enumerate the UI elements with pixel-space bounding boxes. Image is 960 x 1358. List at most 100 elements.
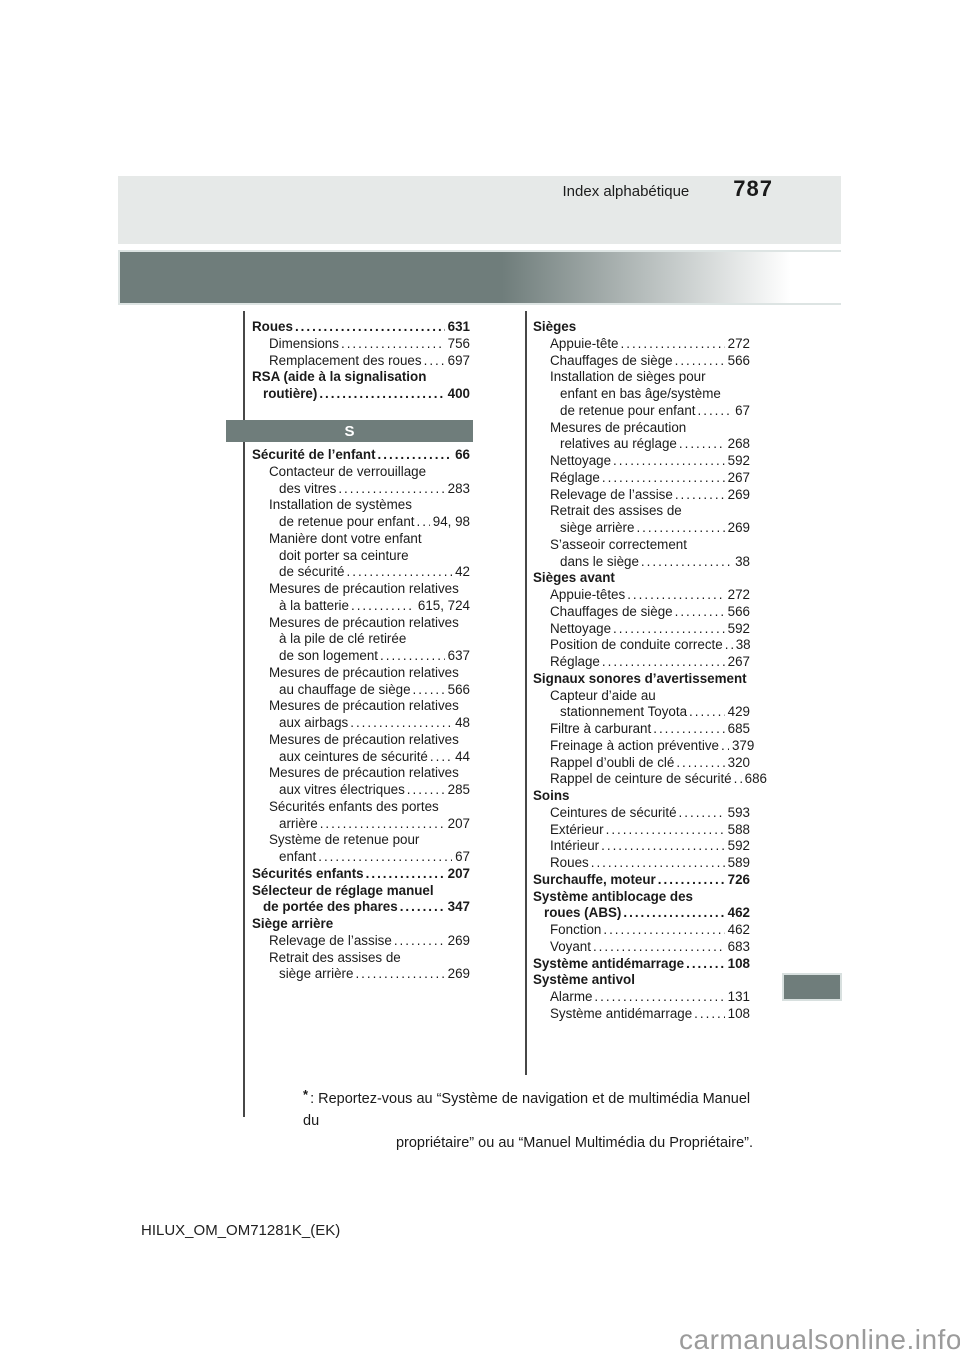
index-entry-label: Remplacement des roues — [269, 352, 422, 368]
index-entry-page: 631 — [447, 319, 470, 334]
index-row: Intérieur 592 — [533, 838, 750, 855]
section-gradient-bar — [118, 250, 841, 305]
index-entry-label: à la batterie — [279, 597, 349, 613]
index-row: Rappel de ceinture de sécurité 686 — [533, 771, 767, 788]
index-entry-label: Nettoyage — [550, 620, 612, 636]
index-entry-label: RSA (aide à la signalisation — [252, 369, 427, 385]
index-entry-label: Manière dont votre enfant — [269, 530, 422, 546]
section-letter: S — [344, 422, 355, 440]
index-entry-label: Appuie-têtes — [550, 587, 626, 602]
index-row: Retrait des assises de — [533, 503, 750, 520]
leader-dots — [636, 520, 724, 537]
index-entry-label: Système antidémarrage — [533, 955, 685, 971]
index-row: Contacteur de verrouillage — [252, 464, 470, 481]
index-entry-label: Position de conduite correcte — [550, 637, 723, 653]
index-entry-page: 637 — [447, 648, 470, 663]
index-entry-page: 462 — [727, 905, 750, 921]
leader-dots — [694, 1006, 724, 1023]
index-row: aux airbags 48 — [252, 715, 470, 732]
index-entry-page: 615, 724 — [417, 597, 470, 613]
index-entry-label: Chauffages de siège — [550, 352, 673, 368]
index-entry-label: enfant — [279, 849, 317, 864]
column-divider-rule — [525, 311, 527, 1075]
index-row: Système antidémarrage 108 — [533, 1006, 750, 1023]
index-entry-label: enfant en bas âge/système — [560, 386, 721, 401]
index-row: Dimensions 756 — [252, 336, 470, 353]
leader-dots — [347, 564, 453, 581]
leader-dots — [295, 319, 445, 336]
index-entry-label: Ceintures de sécurité — [550, 804, 677, 820]
leader-dots — [319, 386, 444, 403]
footnote-line-1: *: Reportez-vous au “Système de navigati… — [303, 1084, 753, 1132]
index-entry-label: Capteur d’aide au — [550, 687, 656, 703]
index-row: Retrait des assises de — [252, 950, 470, 967]
index-row: Freinage à action préventive 379 — [533, 737, 754, 755]
leader-dots — [591, 855, 725, 872]
index-row: à la batterie 615, 724 — [252, 598, 470, 615]
index-entry-label: Extérieur — [550, 821, 604, 837]
index-entry-label: dans le siège — [560, 553, 639, 569]
index-entry-label: Freinage à action préventive — [550, 737, 719, 753]
index-entry-page: 697 — [447, 352, 470, 368]
index-entry-label: Sécurités enfants — [252, 865, 364, 881]
leader-dots — [424, 353, 445, 370]
index-entry-label: Relevage de l’assise — [269, 932, 392, 948]
leader-dots — [417, 514, 430, 531]
index-entry-page: 566 — [447, 681, 470, 697]
leader-dots — [621, 336, 725, 353]
index-entry-page: 66 — [455, 447, 470, 462]
leader-dots — [613, 453, 725, 470]
index-row: Ceintures de sécurité 593 — [533, 805, 750, 822]
leader-dots — [627, 587, 724, 604]
leader-dots — [318, 849, 452, 866]
index-entry-label: S’asseoir correctement — [550, 536, 687, 552]
index-row: Remplacement des roues 697 — [252, 353, 470, 370]
index-entry-label: stationnement Toyota — [560, 704, 688, 720]
index-row: Système antivol — [533, 972, 750, 989]
index-row: Réglage 267 — [533, 654, 750, 671]
index-row: à la pile de clé retirée — [252, 631, 470, 648]
index-entry-label: routière) — [263, 386, 318, 401]
index-row: doit porter sa ceinture — [252, 548, 470, 565]
index-row: au chauffage de siège 566 — [252, 682, 470, 699]
index-entry-label: de son logement — [279, 648, 379, 663]
index-entry-label: Retrait des assises de — [550, 503, 682, 519]
index-row: Relevage de l’assise 269 — [533, 487, 750, 504]
index-row: stationnement Toyota 429 — [533, 704, 750, 721]
index-entry-label: roues (ABS) — [544, 905, 622, 921]
index-row: Sécurité de l’enfant 66 — [252, 447, 470, 464]
index-entry-page: 283 — [447, 480, 470, 496]
index-row: enfant 67 — [252, 849, 470, 866]
index-row: Fonction 462 — [533, 922, 750, 939]
index-entry-label: Contacteur de verrouillage — [269, 463, 427, 479]
leader-dots — [413, 682, 445, 699]
index-row: Appuie-têtes 272 — [533, 587, 750, 604]
index-entry-page: 269 — [447, 966, 470, 982]
index-row: enfant en bas âge/système — [533, 386, 750, 403]
index-entry-label: au chauffage de siège — [279, 681, 411, 697]
index-entry-page: 44 — [455, 748, 470, 764]
index-entry-label: Filtre à carburant — [550, 721, 652, 736]
index-row: Relevage de l’assise 269 — [252, 933, 470, 950]
leader-dots — [351, 598, 415, 615]
index-entry-page: 593 — [727, 804, 750, 820]
index-entry-page: 267 — [727, 654, 750, 669]
index-entry-page: 207 — [447, 815, 470, 831]
index-entry-page: 379 — [731, 737, 755, 753]
index-row: Roues 631 — [252, 319, 470, 336]
leader-dots — [407, 782, 445, 799]
index-entry-label: Soins — [533, 788, 570, 803]
index-entry-page: 131 — [727, 989, 750, 1004]
index-row: Sécurités enfants des portes — [252, 799, 470, 816]
index-entry-label: doit porter sa ceinture — [279, 547, 409, 563]
index-row: Sécurités enfants 207 — [252, 866, 470, 883]
index-entry-page: 683 — [727, 938, 750, 954]
index-row: Mesures de précaution relatives — [252, 698, 470, 715]
leader-dots — [593, 939, 725, 956]
index-entry-page: 48 — [455, 715, 470, 730]
header-section-title: Index alphabétique — [562, 183, 690, 200]
leader-dots — [366, 866, 445, 883]
index-entry-label: Système antivol — [533, 972, 635, 988]
index-row: Capteur d’aide au — [533, 688, 750, 705]
